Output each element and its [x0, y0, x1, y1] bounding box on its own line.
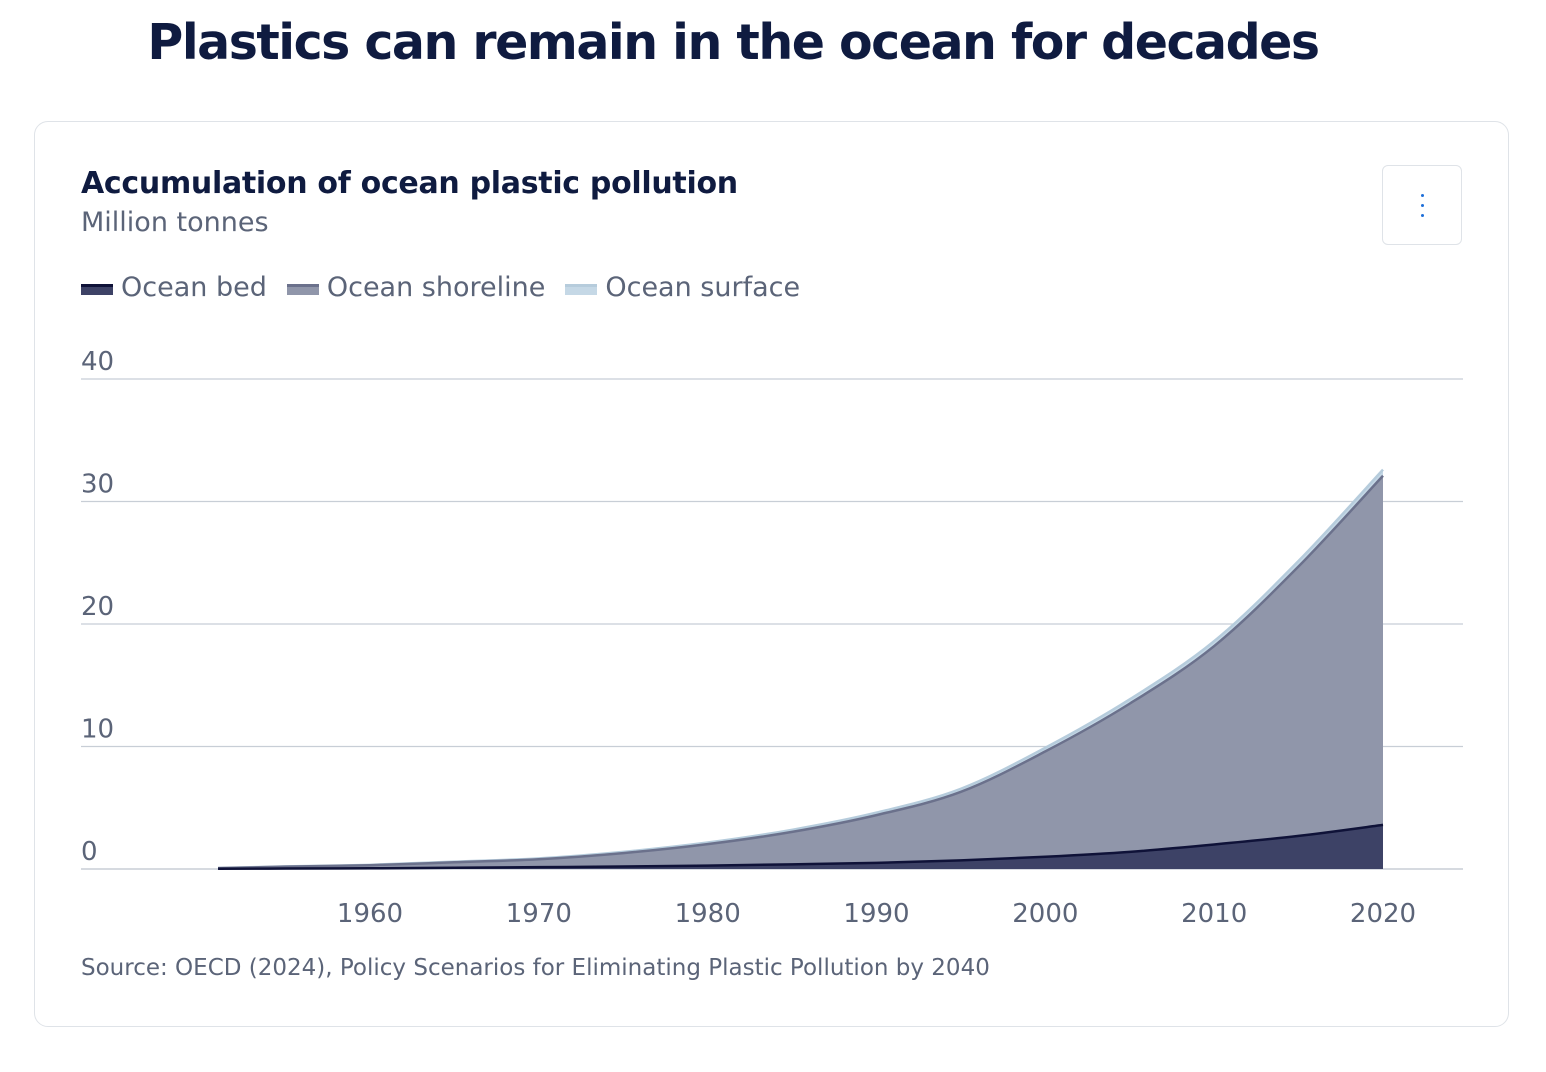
- chart-menu-button[interactable]: [1382, 165, 1462, 245]
- y-tick-label-10: 10: [81, 715, 114, 745]
- page-title: Plastics can remain in the ocean for dec…: [147, 14, 1320, 71]
- chart-legend: Ocean bed Ocean shoreline Ocean surface: [81, 272, 820, 303]
- legend-item-ocean-surface[interactable]: Ocean surface: [565, 272, 800, 303]
- vertical-ellipsis-icon: [1421, 194, 1425, 218]
- legend-label-ocean-surface: Ocean surface: [605, 272, 801, 303]
- legend-swatch-ocean-shoreline: [286, 284, 319, 295]
- legend-label-ocean-shoreline: Ocean shoreline: [326, 272, 546, 303]
- legend-swatch-ocean-surface: [565, 284, 598, 295]
- chart-subtitle: Million tonnes: [81, 207, 269, 238]
- series-line-ocean-shoreline: [218, 474, 1384, 870]
- legend-label-ocean-bed: Ocean bed: [121, 272, 267, 303]
- y-tick-label-20: 20: [81, 592, 114, 622]
- y-tick-label-30: 30: [81, 470, 114, 500]
- chart-plot-area: 0 10 20 30 40 1960 1970 1980 1990 2000 2010 2020: [81, 347, 1463, 929]
- y-tick-label-40: 40: [81, 347, 114, 377]
- x-tick-label-1970: 1970: [506, 899, 572, 929]
- x-tick-label-2000: 2000: [1012, 899, 1078, 929]
- x-tick-label-1980: 1980: [675, 899, 741, 929]
- x-tick-label-2020: 2020: [1350, 899, 1416, 929]
- legend-swatch-ocean-bed: [81, 284, 113, 295]
- chart-title: Accumulation of ocean plastic pollution: [81, 166, 738, 201]
- legend-item-ocean-shoreline[interactable]: Ocean shoreline: [286, 272, 546, 303]
- chart-source: Source: OECD (2024), Policy Scenarios fo…: [81, 955, 990, 981]
- x-tick-label-1990: 1990: [843, 899, 909, 929]
- x-tick-label-2010: 2010: [1181, 899, 1247, 929]
- series-line-ocean-bed: [218, 823, 1384, 871]
- legend-item-ocean-bed[interactable]: Ocean bed: [81, 272, 267, 303]
- chart-card: Accumulation of ocean plastic pollution …: [34, 121, 1509, 1027]
- area-ocean-shoreline[interactable]: [218, 475, 1383, 869]
- x-tick-label-1960: 1960: [337, 899, 403, 929]
- area-ocean-bed[interactable]: [218, 824, 1383, 869]
- y-tick-label-0: 0: [81, 837, 98, 867]
